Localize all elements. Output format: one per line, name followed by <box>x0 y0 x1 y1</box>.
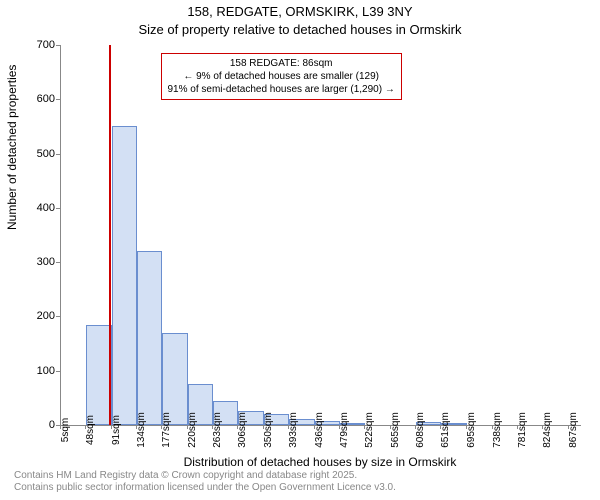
x-tick <box>263 425 264 429</box>
y-tick-label: 100 <box>15 365 55 377</box>
x-tick <box>364 425 365 429</box>
x-tick-label: 48sqm <box>85 415 96 445</box>
y-tick <box>56 316 60 317</box>
y-tick <box>56 371 60 372</box>
x-tick-label: 608sqm <box>415 412 426 448</box>
y-tick-label: 300 <box>15 256 55 268</box>
x-tick-label: 393sqm <box>288 412 299 448</box>
x-tick-label: 738sqm <box>492 412 503 448</box>
x-tick <box>212 425 213 429</box>
histogram-bar <box>137 251 162 425</box>
x-tick-label: 522sqm <box>364 412 375 448</box>
x-tick-label: 651sqm <box>440 412 451 448</box>
x-tick <box>85 425 86 429</box>
chart-subtitle: Size of property relative to detached ho… <box>0 22 600 37</box>
y-tick <box>56 45 60 46</box>
x-tick-label: 306sqm <box>237 412 248 448</box>
y-tick <box>56 99 60 100</box>
x-tick-label: 220sqm <box>187 412 198 448</box>
y-tick <box>56 262 60 263</box>
x-tick-label: 695sqm <box>466 412 477 448</box>
x-tick <box>339 425 340 429</box>
x-tick <box>440 425 441 429</box>
x-tick-label: 565sqm <box>390 412 401 448</box>
y-tick-label: 0 <box>15 419 55 431</box>
x-axis-label: Distribution of detached houses by size … <box>60 455 580 469</box>
x-tick-label: 824sqm <box>542 412 553 448</box>
x-tick <box>415 425 416 429</box>
x-tick-label: 5sqm <box>60 418 71 442</box>
footer-line-2: Contains public sector information licen… <box>14 482 396 494</box>
x-tick <box>237 425 238 429</box>
x-tick-label: 263sqm <box>212 412 223 448</box>
histogram-bar <box>112 126 137 425</box>
footer-attribution: Contains HM Land Registry data © Crown c… <box>14 470 396 494</box>
y-tick-label: 200 <box>15 310 55 322</box>
x-tick-label: 91sqm <box>111 415 122 445</box>
chart-title: 158, REDGATE, ORMSKIRK, L39 3NY <box>0 4 600 19</box>
y-tick-label: 500 <box>15 148 55 160</box>
x-tick <box>492 425 493 429</box>
x-tick-label: 350sqm <box>263 412 274 448</box>
annotation-box: 158 REDGATE: 86sqm← 9% of detached house… <box>161 53 402 100</box>
x-tick <box>466 425 467 429</box>
plot-area: 158 REDGATE: 86sqm← 9% of detached house… <box>60 45 581 426</box>
x-tick <box>161 425 162 429</box>
x-tick <box>288 425 289 429</box>
annotation-line-2: ← 9% of detached houses are smaller (129… <box>168 70 395 83</box>
x-tick-label: 781sqm <box>517 412 528 448</box>
x-tick <box>111 425 112 429</box>
property-marker-line <box>109 45 111 425</box>
x-tick <box>60 425 61 429</box>
annotation-line-3: 91% of semi-detached houses are larger (… <box>168 83 395 96</box>
y-tick-label: 600 <box>15 93 55 105</box>
property-size-chart: 158, REDGATE, ORMSKIRK, L39 3NY Size of … <box>0 0 600 500</box>
x-tick <box>187 425 188 429</box>
x-tick <box>390 425 391 429</box>
x-tick-label: 436sqm <box>314 412 325 448</box>
y-tick <box>56 154 60 155</box>
x-tick <box>568 425 569 429</box>
footer-line-1: Contains HM Land Registry data © Crown c… <box>14 470 396 482</box>
y-tick <box>56 208 60 209</box>
x-tick-label: 479sqm <box>339 412 350 448</box>
x-tick <box>542 425 543 429</box>
x-tick <box>314 425 315 429</box>
y-tick-label: 700 <box>15 39 55 51</box>
y-tick-label: 400 <box>15 202 55 214</box>
x-tick-label: 134sqm <box>136 412 147 448</box>
x-tick <box>136 425 137 429</box>
x-tick-label: 867sqm <box>568 412 579 448</box>
x-tick <box>517 425 518 429</box>
histogram-bar <box>162 333 187 425</box>
x-tick-label: 177sqm <box>161 412 172 448</box>
annotation-line-1: 158 REDGATE: 86sqm <box>168 57 395 70</box>
